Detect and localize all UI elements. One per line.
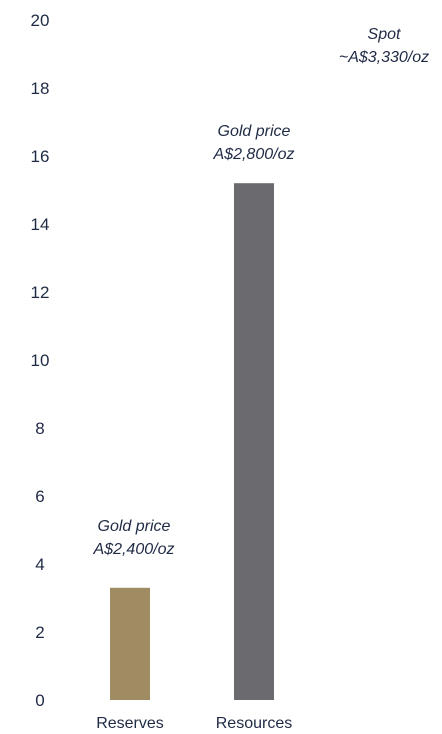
annotation-resources-line: Gold price	[218, 123, 291, 140]
y-tick-label: 0	[35, 691, 44, 710]
annotation-resources-line: A$2,800/oz	[213, 146, 295, 163]
bar-reserves	[110, 587, 150, 700]
annotation-reserves-line: A$2,400/oz	[93, 541, 175, 558]
y-tick-label: 8	[35, 419, 44, 438]
y-tick-label: 4	[35, 555, 44, 574]
y-tick-label: 20	[31, 11, 50, 30]
category-label: Resources	[216, 715, 292, 732]
y-tick-label: 2	[35, 623, 44, 642]
y-tick-label: 16	[31, 147, 50, 166]
y-tick-label: 12	[31, 283, 50, 302]
x-axis: Reserves Resources	[96, 715, 292, 732]
y-axis: 0 2 4 6 8 10 12 14 16 18 20	[31, 11, 50, 710]
annotation-spot-line: Spot	[368, 26, 401, 43]
y-tick-label: 6	[35, 487, 44, 506]
annotation-spot-line: ~A$3,330/oz	[339, 49, 429, 66]
annotation-reserves-line: Gold price	[98, 518, 171, 535]
annotations: Gold price A$2,400/oz Gold price A$2,800/oz…	[93, 26, 430, 558]
y-tick-label: 10	[31, 351, 50, 370]
y-tick-label: 14	[31, 215, 50, 234]
bars	[110, 183, 274, 700]
y-tick-label: 18	[31, 79, 50, 98]
bar-resources	[234, 183, 274, 700]
category-label: Reserves	[96, 715, 164, 732]
